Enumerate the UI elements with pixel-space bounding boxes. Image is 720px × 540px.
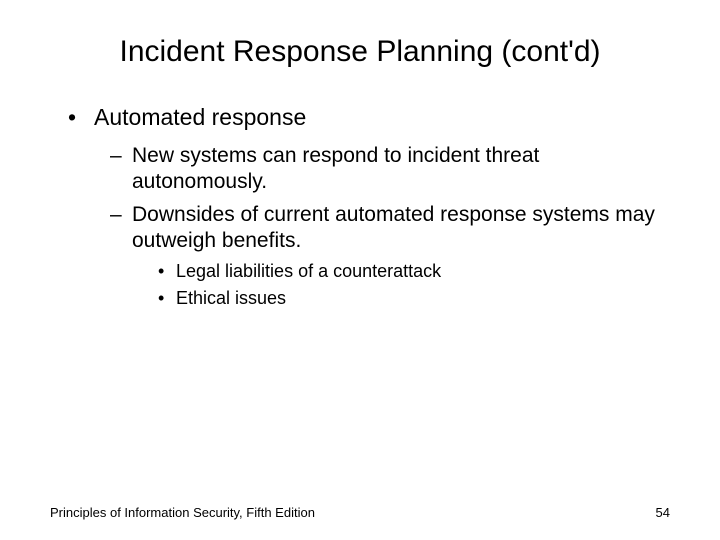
bullet-level1: Automated response — [68, 104, 670, 131]
bullet-level2: Downsides of current automated response … — [110, 202, 670, 255]
footer-source: Principles of Information Security, Fift… — [50, 505, 315, 520]
bullet-level2: New systems can respond to incident thre… — [110, 143, 670, 196]
slide-container: Incident Response Planning (cont'd) Auto… — [0, 0, 720, 540]
bullet-level3: Legal liabilities of a counterattack — [158, 260, 670, 283]
slide-footer: Principles of Information Security, Fift… — [50, 505, 670, 520]
bullet-level3: Ethical issues — [158, 287, 670, 310]
slide-title: Incident Response Planning (cont'd) — [50, 35, 670, 69]
bullet-list: Automated response New systems can respo… — [50, 104, 670, 311]
footer-page-number: 54 — [656, 505, 670, 520]
